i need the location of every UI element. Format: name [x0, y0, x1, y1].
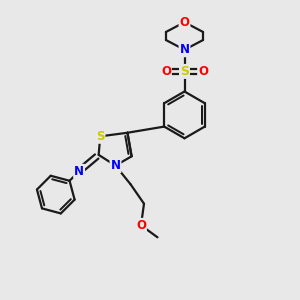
Text: S: S [180, 65, 189, 78]
Text: N: N [74, 165, 84, 178]
Text: O: O [179, 16, 190, 29]
Text: O: O [161, 65, 171, 78]
Text: N: N [179, 43, 190, 56]
Text: S: S [96, 130, 104, 143]
Text: O: O [136, 219, 146, 232]
Text: N: N [110, 159, 121, 172]
Text: O: O [198, 65, 208, 78]
